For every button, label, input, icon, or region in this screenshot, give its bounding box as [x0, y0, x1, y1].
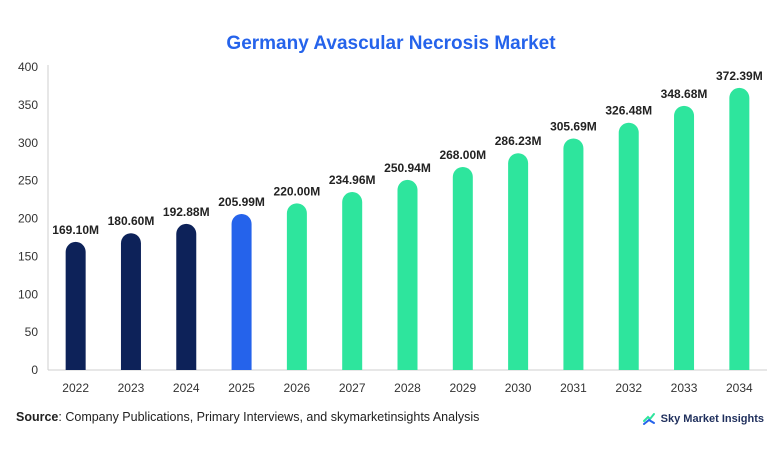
data-label-2023: 180.60M	[108, 214, 155, 228]
bar-2033	[674, 105, 695, 370]
x-tick-label-2031: 2031	[560, 381, 587, 395]
data-label-2026: 220.00M	[274, 184, 321, 198]
data-labels: 169.10M 180.60M 192.88M 205.99M 220.00M 234.9…	[52, 69, 762, 237]
data-label-2031: 305.69M	[550, 119, 597, 133]
source-note: Source: Company Publications, Primary In…	[16, 410, 479, 424]
bar-2024	[176, 223, 197, 370]
data-label-2027: 234.96M	[329, 173, 376, 187]
y-tick-label: 0	[31, 363, 38, 377]
y-tick-label: 350	[18, 98, 38, 112]
chart-title: Germany Avascular Necrosis Market	[226, 33, 556, 54]
brand-name: Sky Market Insights	[660, 413, 764, 425]
x-tick-label-2030: 2030	[505, 381, 532, 395]
bar-2032	[618, 122, 639, 371]
bar-2028	[397, 179, 418, 370]
data-label-2033: 348.68M	[661, 87, 708, 101]
x-tick-label-2022: 2022	[62, 381, 89, 395]
x-tick-label-2034: 2034	[726, 381, 753, 395]
brand-logo: Sky Market Insights	[642, 412, 764, 426]
bar-2025	[231, 213, 252, 370]
x-tick-label-2026: 2026	[284, 381, 311, 395]
bar-2023	[120, 233, 141, 370]
y-tick-label: 150	[18, 249, 38, 263]
y-tick-label: 400	[18, 60, 38, 74]
data-label-2024: 192.88M	[163, 205, 210, 219]
x-tick-label-2025: 2025	[228, 381, 255, 395]
y-tick-label: 100	[18, 287, 38, 301]
bar-2026	[286, 203, 307, 370]
data-label-2025: 205.99M	[218, 195, 265, 209]
x-tick-label-2024: 2024	[173, 381, 200, 395]
bar-2031	[563, 138, 584, 370]
bar-2030	[508, 153, 529, 370]
x-tick-label-2033: 2033	[671, 381, 698, 395]
data-label-2028: 250.94M	[384, 161, 431, 175]
source-text: : Company Publications, Primary Intervie…	[58, 410, 480, 424]
y-tick-label: 50	[25, 325, 39, 339]
data-label-2034: 372.39M	[716, 69, 763, 83]
bar-2029	[452, 166, 473, 370]
data-label-2022: 169.10M	[52, 223, 99, 237]
bars	[65, 87, 750, 371]
y-tick-label: 300	[18, 136, 38, 150]
x-tick-label-2023: 2023	[118, 381, 145, 395]
brand-logo-icon	[642, 413, 655, 425]
y-axis: 0 50 100 150 200 250 300 350 400	[18, 60, 49, 377]
source-label: Source	[16, 410, 59, 424]
x-tick-label-2027: 2027	[339, 381, 366, 395]
y-tick-label: 200	[18, 212, 38, 226]
x-tick-label-2029: 2029	[449, 381, 476, 395]
data-label-2029: 268.00M	[439, 148, 486, 162]
bar-2034	[729, 87, 750, 370]
bar-2027	[342, 192, 363, 370]
bar-2022	[65, 241, 86, 370]
x-axis: 2022 2023 2024 2025 2026 2027 2028 2029 2030 2031…	[48, 369, 767, 395]
x-tick-label-2032: 2032	[615, 381, 642, 395]
data-label-2030: 286.23M	[495, 134, 542, 148]
y-tick-label: 250	[18, 174, 38, 188]
data-label-2032: 326.48M	[605, 104, 652, 118]
x-tick-label-2028: 2028	[394, 381, 421, 395]
